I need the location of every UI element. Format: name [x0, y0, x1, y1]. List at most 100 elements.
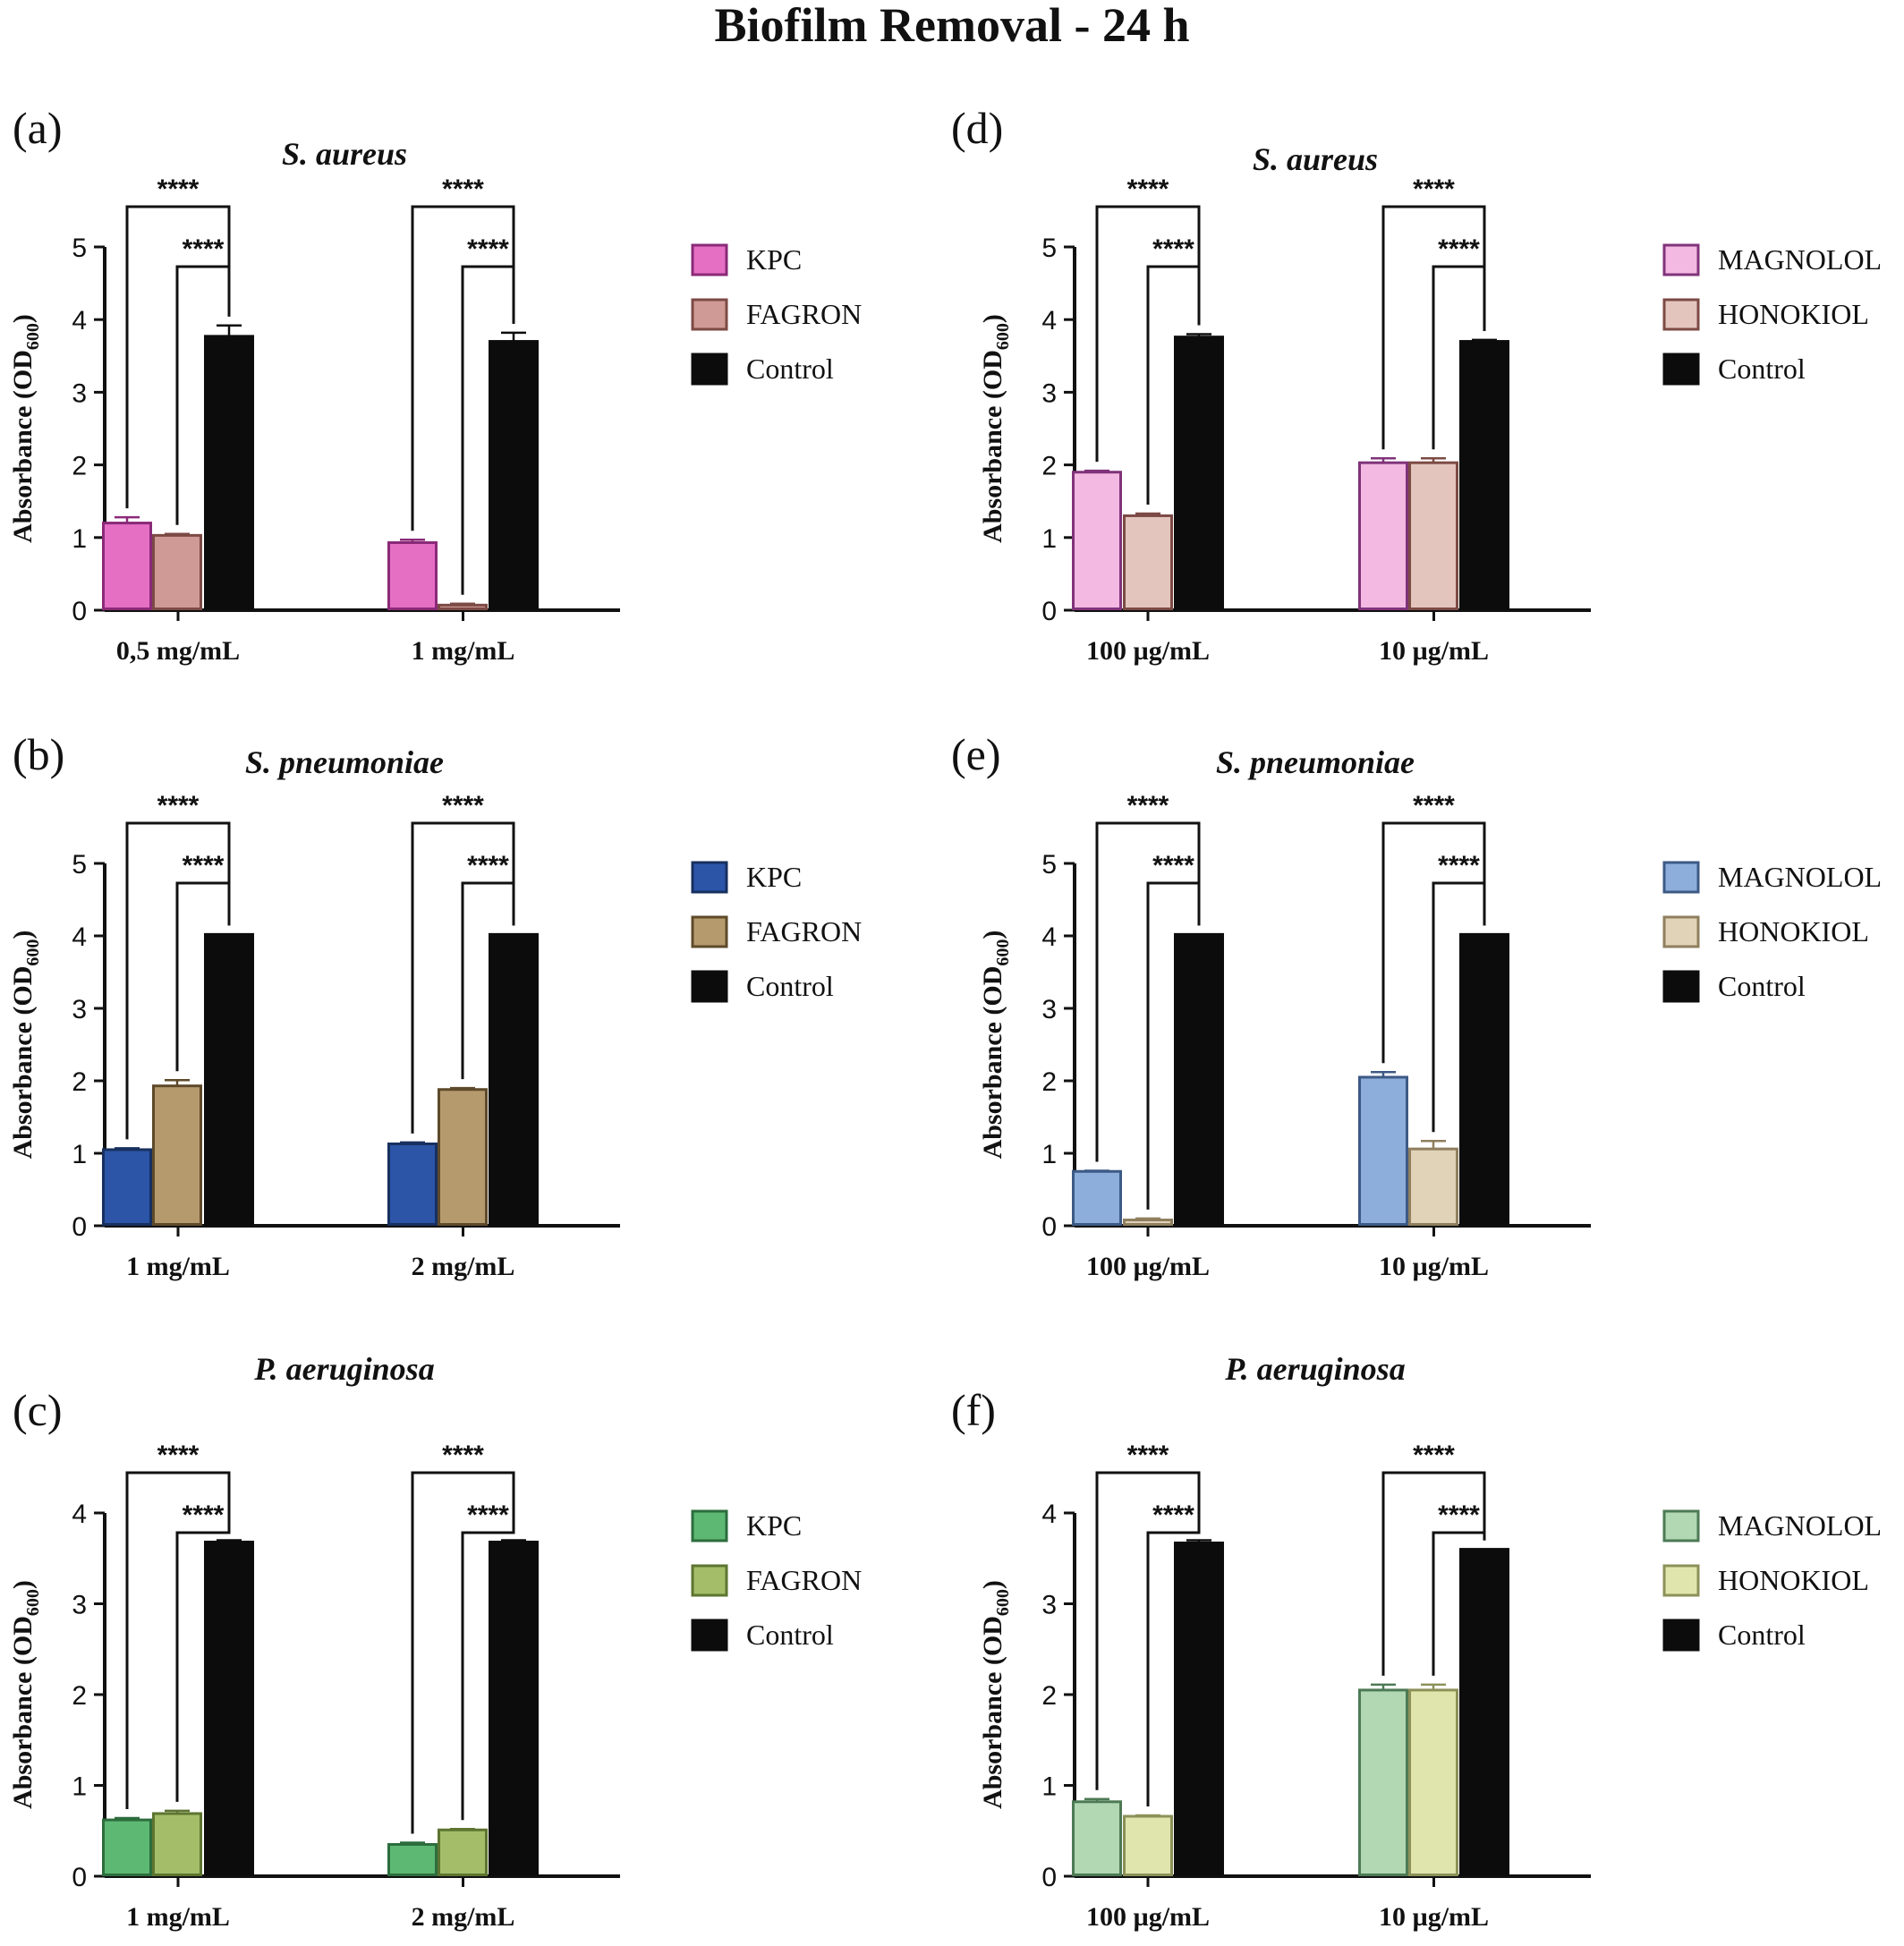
x-tick-label: 10 µg/mL	[1379, 1252, 1489, 1281]
significance-bracket	[411, 205, 515, 531]
significance-bracket	[175, 881, 231, 1072]
significance-bracket	[1432, 881, 1486, 1133]
y-tick-label: 1	[72, 524, 87, 554]
y-axis-label: Absorbance (OD600)	[8, 931, 43, 1160]
chart-title: P. aeruginosa	[1224, 1351, 1405, 1387]
legend-swatch-honokiol	[1662, 1564, 1700, 1597]
y-axis-label-main: Absorbance (OD	[978, 350, 1007, 543]
significance-label: ****	[1438, 1500, 1480, 1530]
significance-label: ****	[442, 174, 484, 204]
x-tick-label: 1 mg/mL	[412, 636, 515, 666]
y-tick-label: 5	[1041, 850, 1057, 880]
legend-swatch-honokiol	[1662, 298, 1700, 331]
bar-control	[1174, 1541, 1224, 1876]
panel-label: (f)	[951, 1385, 996, 1435]
bar-kpc	[102, 1818, 152, 1876]
bar-honokiol	[1123, 1814, 1173, 1877]
y-tick-label: 4	[72, 922, 87, 952]
legend-swatch-honokiol	[1662, 915, 1700, 948]
significance-bracket	[1095, 1471, 1201, 1790]
x-tick-label: 2 mg/mL	[412, 1902, 515, 1932]
significance-label: ****	[1413, 1440, 1455, 1470]
y-tick-label: 5	[72, 234, 87, 263]
y-axis-label-subscript: 600	[993, 323, 1013, 350]
significance-label: ****	[467, 1500, 509, 1530]
y-tick-label: 0	[1041, 597, 1057, 626]
legend-label: Control	[1718, 353, 1806, 385]
panel-b: (b) S. pneumoniae 0 1 2 3 4 5 Absorbance (OD600)…	[8, 729, 862, 1281]
legend: KPC FAGRON Control	[691, 861, 862, 1003]
legend-swatch-control	[1662, 1619, 1700, 1652]
significance-label: ****	[1438, 234, 1480, 264]
bar-magnolol	[1358, 1688, 1408, 1877]
y-tick-label: 2	[1041, 1681, 1057, 1711]
y-axis-label-end: )	[8, 314, 38, 323]
bar-honokiol	[1123, 514, 1173, 610]
legend-swatch-kpc	[691, 861, 728, 894]
legend-swatch-kpc	[691, 1509, 728, 1542]
significance-bracket	[461, 881, 515, 1080]
significance-bracket	[1432, 265, 1486, 450]
y-axis-label-end: )	[8, 1580, 38, 1589]
legend-swatch-magnolol	[1662, 243, 1700, 276]
bar-kpc	[102, 522, 152, 610]
y-tick-label: 3	[1041, 1591, 1057, 1620]
legend-label: MAGNOLOL	[1718, 243, 1882, 276]
chart-title: S. aureus	[1253, 141, 1378, 177]
legend-label: Control	[1718, 970, 1806, 1002]
significance-bracket	[175, 265, 231, 525]
bar-magnolol	[1072, 1169, 1122, 1226]
bar-control	[1174, 336, 1224, 610]
y-axis-label-end: )	[978, 314, 1007, 323]
x-tick-label: 2 mg/mL	[412, 1252, 515, 1281]
y-tick-label: 4	[72, 1500, 87, 1529]
legend-label: FAGRON	[746, 298, 862, 330]
y-axis-label: Absorbance (OD600)	[978, 931, 1013, 1160]
y-tick-label: 3	[72, 378, 87, 408]
significance-label: ****	[183, 851, 225, 880]
y-axis-label-main: Absorbance (OD	[978, 1616, 1007, 1809]
x-tick-label: 100 µg/mL	[1086, 1252, 1210, 1281]
y-axis-label-end: )	[978, 1580, 1007, 1589]
panel-label: (e)	[951, 729, 1001, 779]
significance-bracket	[125, 1471, 231, 1810]
y-axis-label-main: Absorbance (OD	[8, 1616, 38, 1809]
panel-f: (f) P. aeruginosa 0 1 2 3 4 Absorbance (OD600) 1…	[951, 1351, 1882, 1932]
y-tick-label: 0	[1041, 1212, 1057, 1242]
legend: KPC FAGRON Control	[691, 243, 862, 386]
y-tick-label: 5	[72, 850, 87, 880]
y-tick-label: 2	[1041, 1067, 1057, 1097]
legend-label: MAGNOLOL	[1718, 861, 1882, 893]
y-tick-label: 1	[1041, 1772, 1057, 1802]
bar-fagron	[152, 1084, 202, 1227]
panel-e: (e) S. pneumoniae 0 1 2 3 4 5 Absorbance (OD600)…	[951, 729, 1882, 1281]
bar-fagron	[438, 1088, 488, 1226]
legend-label: MAGNOLOL	[1718, 1509, 1882, 1542]
y-tick-label: 1	[1041, 524, 1057, 554]
legend-swatch-control	[691, 353, 728, 386]
x-tick-label: 0,5 mg/mL	[116, 636, 240, 666]
chart-title: P. aeruginosa	[253, 1351, 434, 1387]
significance-label: ****	[1152, 234, 1194, 264]
bar-control	[204, 335, 254, 610]
significance-bracket	[1381, 821, 1486, 1064]
bar-control	[1459, 932, 1509, 1226]
bar-honokiol	[1408, 1688, 1458, 1877]
significance-label: ****	[1127, 174, 1169, 204]
y-tick-label: 3	[72, 995, 87, 1024]
significance-label: ****	[1152, 1500, 1194, 1530]
bar-control	[489, 340, 539, 610]
significance-label: ****	[442, 1440, 484, 1470]
legend: KPC FAGRON Control	[691, 1509, 862, 1652]
y-axis-label: Absorbance (OD600)	[8, 1580, 43, 1809]
y-axis-label-subscript: 600	[23, 939, 43, 966]
y-axis-label-main: Absorbance (OD	[8, 350, 38, 543]
x-tick-label: 10 µg/mL	[1379, 1902, 1489, 1932]
y-axis-label-subscript: 600	[23, 1589, 43, 1616]
y-axis-label-subscript: 600	[993, 1589, 1013, 1616]
bar-control	[1459, 340, 1509, 610]
significance-bracket	[175, 1531, 231, 1802]
y-tick-label: 0	[72, 1863, 87, 1892]
legend-swatch-magnolol	[1662, 861, 1700, 894]
